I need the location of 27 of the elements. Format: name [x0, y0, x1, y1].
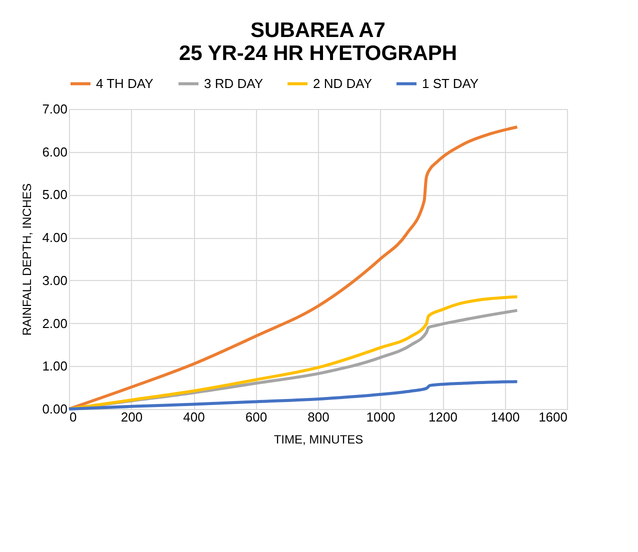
x-tick-label: 1000	[366, 410, 396, 424]
y-axis-title: RAINFALL DEPTH, INCHES	[20, 183, 34, 336]
text: 25 YR-24 HR HYETOGRAPH	[178, 42, 458, 65]
x-tick-label: 1200	[428, 410, 458, 424]
x-tick-label: 400	[183, 410, 205, 424]
legend-label: 4 TH DAY	[96, 76, 154, 91]
x-tick-label: 1400	[490, 410, 520, 424]
y-tick-label: 1.00	[42, 358, 68, 374]
x-tick-label: 600	[245, 410, 268, 424]
y-tick-label: 3.00	[42, 272, 68, 288]
legend-label: 2 ND DAY	[313, 76, 372, 91]
y-tick-label: 7.00	[42, 102, 68, 116]
text: SUBAREA A7	[250, 19, 386, 42]
x-tick-label: 200	[120, 410, 143, 424]
y-tick-label: 5.00	[42, 187, 68, 202]
y-tick-label: 2.00	[42, 316, 68, 331]
legend-label: 1 ST DAY	[422, 76, 479, 91]
y-tick-label: 4.00	[42, 230, 68, 246]
x-tick-label: 1600	[538, 410, 568, 424]
line-series	[68, 380, 519, 410]
line-series	[68, 126, 519, 410]
x-tick-label: 800	[308, 410, 330, 424]
x-tick-label: 0	[70, 410, 77, 424]
y-tick-label: 0.00	[42, 402, 68, 416]
x-axis-title: TIME, MINUTES	[274, 432, 364, 446]
legend-label: 3 RD DAY	[204, 76, 264, 91]
y-tick-label: 6.00	[42, 144, 68, 160]
